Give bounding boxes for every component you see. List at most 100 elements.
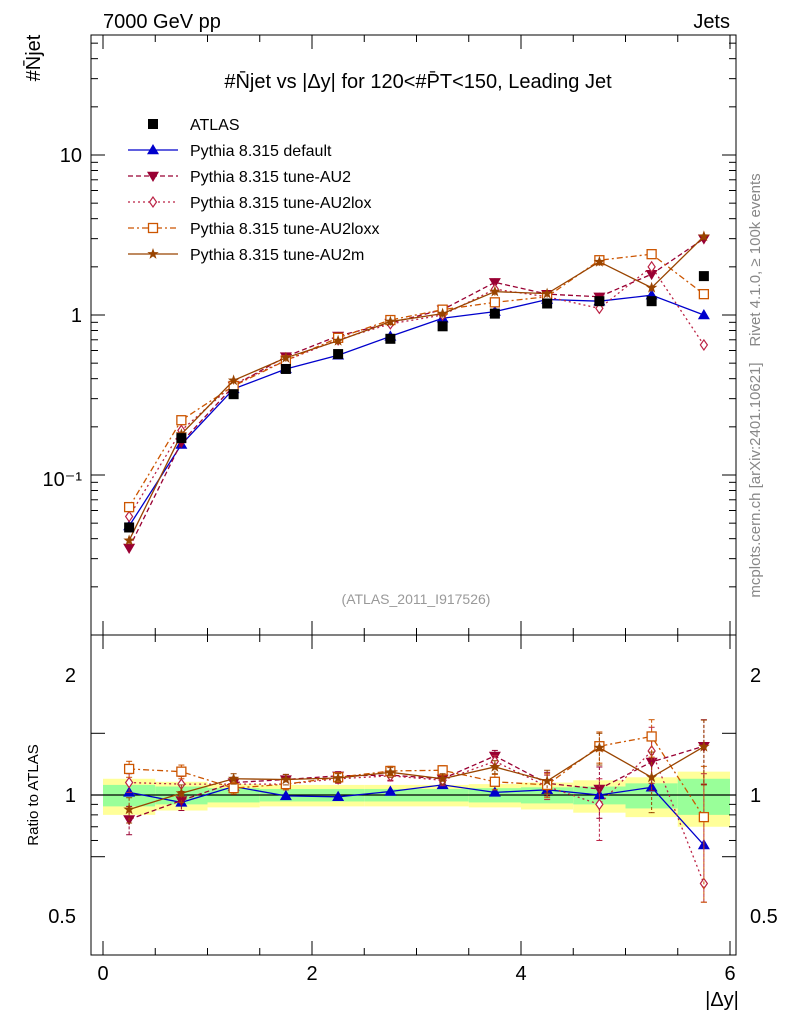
data-point xyxy=(489,285,501,297)
mcplots-label: mcplots.cern.ch [arXiv:2401.10621] xyxy=(747,362,764,597)
energy-label: 7000 GeV pp xyxy=(103,11,221,33)
xtick-0: 0 xyxy=(97,963,108,985)
ratio-point xyxy=(384,766,397,778)
ratio-point xyxy=(123,763,135,775)
series-layer xyxy=(123,230,710,903)
ytick-0-1: 10⁻¹ xyxy=(43,469,83,491)
ratio-point xyxy=(279,789,292,801)
ratio-ytick-2-right: 2 xyxy=(750,665,761,687)
legend-label: Pythia 8.315 tune-AU2 xyxy=(190,169,351,186)
legend-label: Pythia 8.315 tune-AU2loxx xyxy=(190,221,379,238)
legend-marker xyxy=(148,119,158,129)
ratio-point xyxy=(175,787,188,799)
rivet-label: Rivet 4.1.0, ≥ 100k events xyxy=(747,173,764,346)
ratio-point xyxy=(489,776,501,787)
data-point xyxy=(698,230,710,242)
ratio-ytick-0-5: 0.5 xyxy=(48,906,76,928)
data-point xyxy=(332,334,344,346)
ratio-point xyxy=(384,785,397,796)
legend-marker xyxy=(147,171,159,182)
legend-marker xyxy=(147,248,159,259)
legend-marker xyxy=(147,144,159,155)
atlas-point xyxy=(646,296,657,307)
ratio-ylabel: Ratio to ATLAS xyxy=(25,744,42,845)
ratio-point xyxy=(645,771,658,783)
ratio-line xyxy=(129,784,705,846)
ratio-line xyxy=(129,735,705,818)
atlas-point xyxy=(333,349,344,360)
data-point xyxy=(699,338,709,351)
ratio-point xyxy=(595,798,604,811)
ratio-point xyxy=(646,731,657,742)
series-line xyxy=(128,294,705,527)
ratio-point xyxy=(332,790,345,801)
data-point xyxy=(645,281,658,293)
ratio-point xyxy=(228,782,239,794)
main-frame xyxy=(90,34,737,636)
plot-title: #N̄jet vs |Δy| for 120<#P̄T<150, Leading… xyxy=(224,70,612,93)
series-line xyxy=(128,238,705,549)
ratio-point xyxy=(593,741,606,753)
data-point xyxy=(645,269,658,281)
ratio-point xyxy=(176,766,187,777)
legend-marker xyxy=(147,222,159,234)
data-point xyxy=(384,315,397,327)
ratio-point xyxy=(698,811,710,823)
ratio-point xyxy=(488,786,501,797)
series-1 xyxy=(123,234,710,836)
ratio-ytick-1-right: 1 xyxy=(750,785,761,807)
category-label: Jets xyxy=(693,11,730,33)
ratio-ytick-2: 2 xyxy=(65,665,76,687)
atlas-point xyxy=(176,433,187,444)
data-point xyxy=(647,260,656,273)
xtick-6: 6 xyxy=(724,963,735,985)
data-point xyxy=(697,309,710,320)
data-point xyxy=(280,351,292,363)
legend-label: ATLAS xyxy=(190,117,240,134)
data-point xyxy=(593,255,606,267)
data-point xyxy=(227,374,240,386)
x-axis-label: |Δy| xyxy=(705,989,739,1011)
uncertainty-bands xyxy=(103,771,730,827)
ratio-point xyxy=(332,772,344,783)
atlas-point xyxy=(542,298,553,309)
xtick-2: 2 xyxy=(306,963,317,985)
atlas-point xyxy=(385,333,396,344)
data-point xyxy=(646,249,657,260)
analysis-label: (ATLAS_2011_I917526) xyxy=(342,591,491,607)
atlas-point xyxy=(437,321,448,332)
series-0 xyxy=(123,289,710,850)
legend-label: Pythia 8.315 tune-AU2m xyxy=(190,247,364,264)
ratio-point xyxy=(541,775,553,786)
data-point xyxy=(123,543,136,554)
legend: ATLAS Pythia 8.315 default Pythia 8.315 tu… xyxy=(128,117,379,264)
ratio-ytick-0-5-right: 0.5 xyxy=(750,906,778,928)
series-4 xyxy=(123,230,710,824)
reference-series xyxy=(124,271,709,533)
axis-ticks xyxy=(91,35,736,955)
ratio-point xyxy=(123,803,135,815)
data-point xyxy=(436,307,449,319)
ratio-line xyxy=(129,749,705,884)
ratio-point xyxy=(124,776,134,789)
atlas-point xyxy=(124,522,135,533)
ratio-ytick-1: 1 xyxy=(65,785,76,807)
data-point xyxy=(698,288,710,300)
ratio-line xyxy=(128,746,705,811)
ytick-10: 10 xyxy=(60,145,82,167)
ratio-point xyxy=(280,773,292,785)
ratio-point xyxy=(489,761,501,772)
legend-marker xyxy=(148,195,158,209)
ytick-1: 1 xyxy=(71,305,82,327)
atlas-point xyxy=(280,363,291,374)
main-ylabel: #N̄jet xyxy=(22,34,45,81)
data-point xyxy=(489,297,501,308)
legend-label: Pythia 8.315 tune-AU2lox xyxy=(190,195,371,212)
ratio-line xyxy=(128,745,705,821)
data-point xyxy=(176,415,187,426)
series-line xyxy=(128,253,705,508)
legend-label: Pythia 8.315 default xyxy=(190,143,332,160)
series-line xyxy=(128,265,705,517)
series-line xyxy=(128,235,705,541)
